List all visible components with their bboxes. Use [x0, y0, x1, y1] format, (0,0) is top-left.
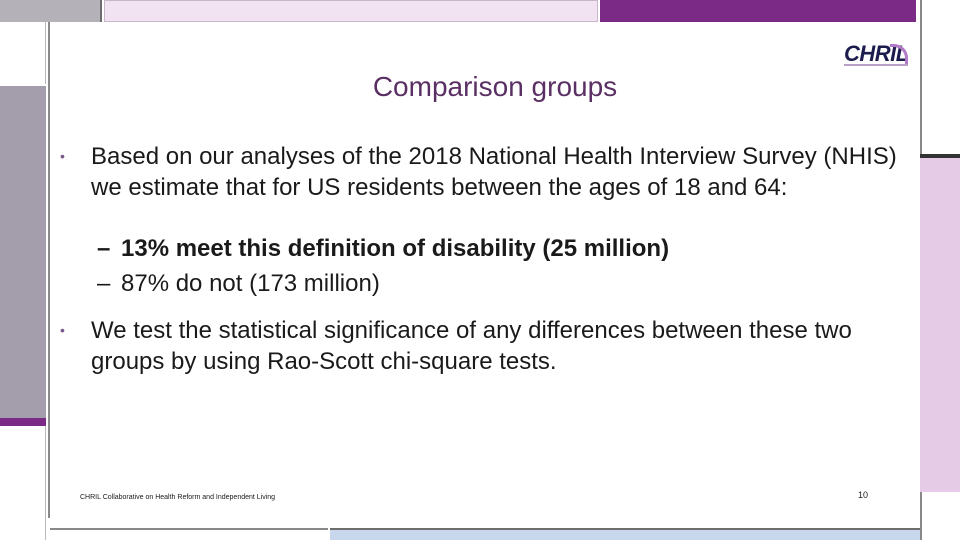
frame-right-lavender	[920, 158, 960, 492]
frame-left-bottom	[0, 426, 46, 540]
bullet-text: We test the statistical significance of …	[91, 317, 852, 375]
bullet-text: Based on our analyses of the 2018 Nation…	[91, 143, 897, 201]
frame-left-purple-line	[0, 418, 46, 426]
frame-top-right-purple	[600, 0, 916, 22]
frame-left-gray	[0, 22, 46, 84]
frame-top-mid-lavender	[104, 0, 598, 22]
frame-top-corner	[920, 0, 960, 22]
logo-underline	[844, 64, 908, 66]
sub-bullet-text: 13% meet this definition of disability (…	[121, 235, 670, 262]
frame-bottom-right	[330, 528, 920, 540]
chril-logo: CHRIL	[840, 40, 912, 70]
slide-footer: CHRIL Collaborative on Health Reform and…	[80, 494, 276, 501]
sub-bullet-text: 87% do not (173 million)	[121, 270, 380, 297]
logo-swoosh-icon	[890, 44, 908, 66]
frame-right-top	[920, 22, 960, 154]
frame-bottom-left	[50, 528, 328, 540]
frame-left-mid	[0, 86, 46, 420]
frame-right-dark-line	[918, 154, 960, 158]
bullet-marker: •	[60, 148, 65, 164]
frame-right-bottom	[920, 492, 960, 540]
slide-title: Comparison groups	[372, 71, 618, 102]
bullet-marker: •	[60, 322, 65, 338]
page-number: 10	[858, 490, 869, 500]
frame-top-left-gray	[0, 0, 102, 22]
dash-marker: –	[97, 235, 111, 262]
dash-marker: –	[97, 270, 111, 297]
slide-content-area	[48, 22, 920, 518]
